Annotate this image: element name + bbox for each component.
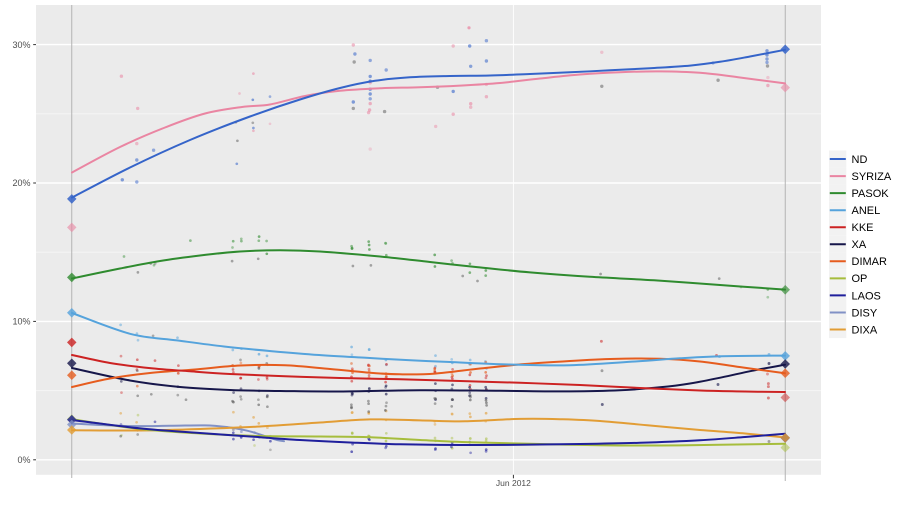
svg-text:30%: 30%	[12, 40, 30, 50]
svg-text:LAOS: LAOS	[852, 290, 881, 302]
svg-text:SYRIZA: SYRIZA	[852, 171, 892, 183]
svg-text:20%: 20%	[12, 178, 30, 188]
svg-text:DIMAR: DIMAR	[852, 256, 888, 268]
svg-text:OP: OP	[852, 273, 868, 285]
svg-text:DISY: DISY	[852, 307, 878, 319]
svg-text:ND: ND	[852, 154, 868, 166]
svg-text:10%: 10%	[12, 317, 30, 327]
svg-text:DIXA: DIXA	[852, 324, 878, 336]
svg-text:PASOK: PASOK	[852, 188, 890, 200]
svg-text:KKE: KKE	[852, 222, 874, 234]
svg-text:ANEL: ANEL	[852, 205, 881, 217]
svg-text:Jun 2012: Jun 2012	[496, 478, 531, 488]
svg-text:XA: XA	[852, 239, 867, 251]
svg-text:0%: 0%	[17, 455, 30, 465]
